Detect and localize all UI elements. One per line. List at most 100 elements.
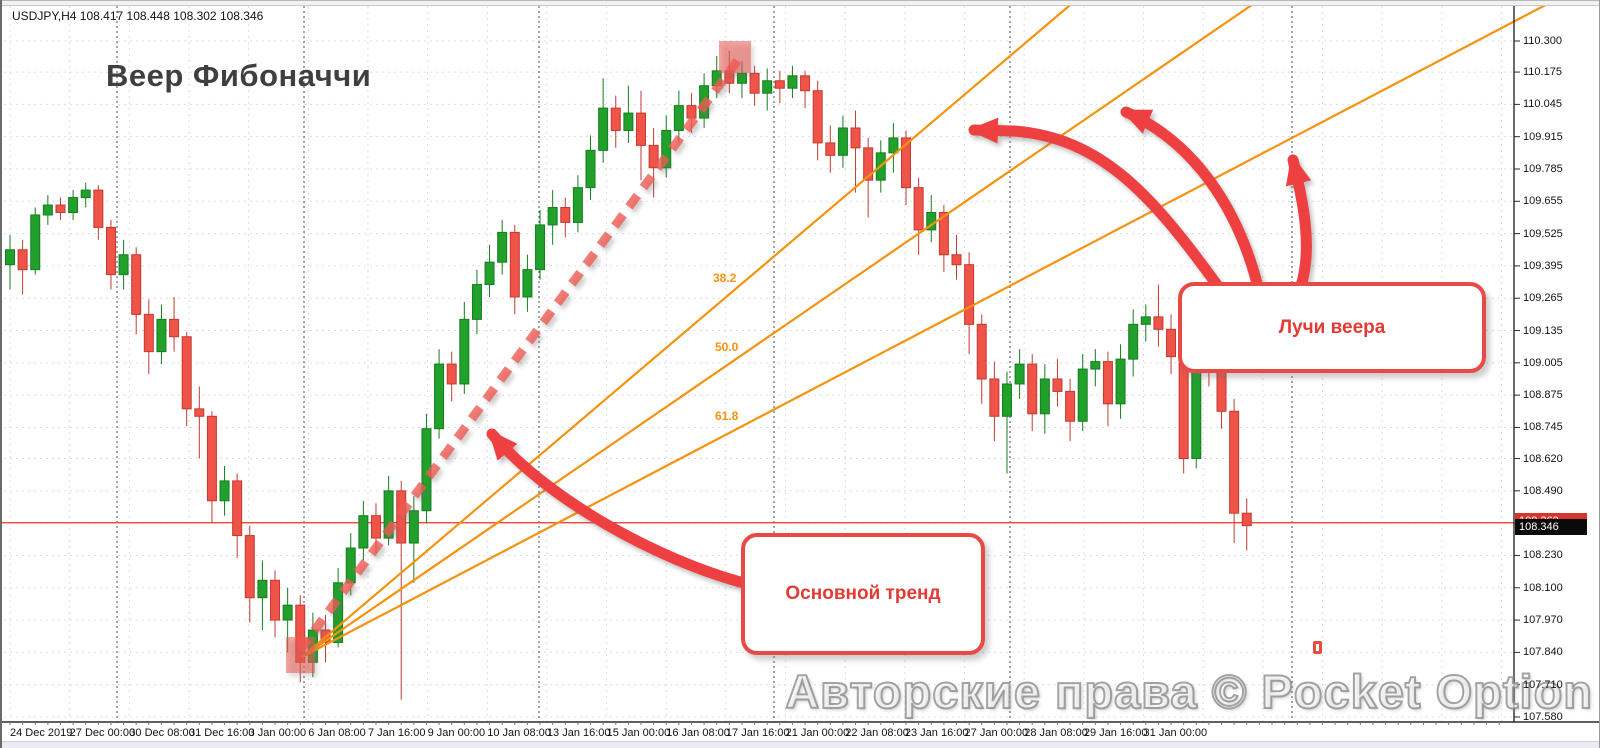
candle-body bbox=[711, 70, 722, 87]
price-axis-label: 108.230 bbox=[1523, 549, 1563, 562]
candle-body bbox=[1052, 378, 1063, 392]
candle-body bbox=[17, 249, 28, 271]
candle-body bbox=[131, 254, 142, 315]
main-trend-dashed-line[interactable] bbox=[296, 57, 742, 653]
time-axis-label: 31 Dec 16:00 bbox=[188, 727, 255, 739]
candle-body bbox=[951, 254, 962, 266]
candle-body bbox=[55, 204, 66, 213]
small-red-marker-icon bbox=[1313, 641, 1322, 654]
price-axis-label: 109.525 bbox=[1523, 227, 1563, 240]
candle-body bbox=[497, 231, 508, 263]
price-axis-label: 109.655 bbox=[1523, 195, 1563, 208]
candle-body bbox=[825, 142, 836, 156]
candle-body bbox=[572, 187, 583, 223]
candle-body bbox=[383, 490, 394, 539]
candle-body bbox=[522, 269, 533, 298]
trend-anchor-square-top[interactable] bbox=[719, 41, 751, 73]
candle-body bbox=[863, 147, 874, 181]
candle-body bbox=[270, 579, 281, 621]
time-axis-label: 21 Jan 00:00 bbox=[785, 727, 850, 739]
time-axis-label: 27 Dec 00:00 bbox=[69, 727, 136, 739]
candle-body bbox=[623, 112, 634, 131]
candle-body bbox=[194, 408, 205, 417]
candle-body bbox=[661, 129, 672, 169]
candle-body bbox=[1229, 410, 1240, 514]
time-axis-label: 7 Jan 16:00 bbox=[367, 727, 426, 739]
candle-body bbox=[421, 428, 432, 512]
candle-body bbox=[307, 629, 318, 663]
window-bottom-edge bbox=[2, 741, 1599, 748]
candle-body bbox=[206, 415, 217, 502]
main-trend-callout-label: Основной тренд bbox=[785, 583, 941, 604]
candle-body bbox=[1065, 390, 1076, 422]
candle-body bbox=[408, 510, 419, 544]
candle-body bbox=[913, 187, 924, 231]
price-axis-label: 107.580 bbox=[1523, 711, 1563, 723]
time-axis-label: 10 Jan 08:00 bbox=[487, 727, 551, 739]
candle-body bbox=[964, 264, 975, 325]
candle-body bbox=[850, 127, 861, 149]
candle-body bbox=[1216, 371, 1227, 412]
candle-body bbox=[156, 318, 167, 353]
candle-body bbox=[989, 378, 1000, 417]
candle-body bbox=[484, 261, 495, 286]
candle-body bbox=[787, 75, 798, 89]
candle-body bbox=[1178, 356, 1189, 460]
candle-body bbox=[812, 90, 823, 144]
price-axis-label: 109.265 bbox=[1523, 292, 1563, 305]
price-axis-label: 109.135 bbox=[1523, 324, 1563, 337]
candle-body bbox=[535, 224, 546, 271]
main-trend-callout[interactable]: Основной тренд bbox=[741, 533, 985, 655]
candle-body bbox=[358, 515, 369, 549]
candle-body bbox=[320, 629, 331, 643]
time-axis-label: 15 Jan 00:00 bbox=[606, 727, 671, 739]
candle-body bbox=[93, 189, 104, 228]
time-axis-label: 3 Jan 00:00 bbox=[248, 727, 307, 739]
candle-body bbox=[143, 313, 154, 353]
time-axis-label: 23 Jan 16:00 bbox=[904, 727, 969, 739]
candle-body bbox=[724, 70, 735, 84]
candle-body bbox=[875, 152, 886, 181]
candle-body bbox=[1115, 358, 1126, 405]
candle-body bbox=[1153, 316, 1164, 330]
candle-body bbox=[282, 604, 293, 621]
candle-body bbox=[1140, 316, 1151, 325]
candle-body bbox=[1191, 363, 1202, 460]
time-axis-label: 13 Jan 16:00 bbox=[546, 727, 611, 739]
candle-body bbox=[547, 207, 558, 226]
price-axis-label: 109.395 bbox=[1523, 259, 1563, 272]
price-axis-label: 107.970 bbox=[1523, 614, 1563, 627]
candle-body bbox=[888, 137, 899, 154]
price-axis-label: 107.840 bbox=[1523, 646, 1563, 659]
time-axis-label: 31 Jan 00:00 bbox=[1143, 727, 1208, 739]
candle-body bbox=[42, 204, 53, 216]
time-axis-label: 27 Jan 00:00 bbox=[964, 727, 1029, 739]
price-axis-label: 108.490 bbox=[1523, 484, 1563, 497]
symbol-ohlc-readout: USDJPY,H4 108.417 108.448 108.302 108.34… bbox=[12, 9, 264, 23]
arrow-to-fan-ray-50 bbox=[1120, 106, 1264, 293]
price-axis-label: 107.710 bbox=[1523, 678, 1563, 691]
candle-body bbox=[938, 211, 949, 256]
candle-body bbox=[5, 249, 15, 266]
fan-rays-callout-label: Лучи веера bbox=[1278, 316, 1386, 338]
candle-body bbox=[610, 107, 621, 131]
trend-anchor-square-bottom[interactable] bbox=[286, 637, 315, 673]
candle-body bbox=[736, 72, 747, 84]
time-axis-label: 29 Jan 16:00 bbox=[1083, 727, 1148, 739]
price-axis-label: 109.785 bbox=[1523, 162, 1563, 175]
candle-body bbox=[1166, 328, 1177, 358]
candle-body bbox=[1077, 368, 1088, 422]
candle-body bbox=[446, 363, 457, 385]
candle-body bbox=[434, 363, 445, 430]
candle-body bbox=[232, 480, 243, 537]
candle-body bbox=[1039, 378, 1050, 415]
candle-body bbox=[30, 214, 41, 271]
fan-rays-callout[interactable]: Лучи веера bbox=[1178, 282, 1486, 373]
candle-body bbox=[80, 189, 91, 199]
candle-body bbox=[1027, 363, 1038, 415]
window-top-edge bbox=[2, 0, 1599, 6]
candle-body bbox=[295, 604, 306, 663]
candle-body bbox=[257, 579, 268, 599]
price-axis-label: 108.100 bbox=[1523, 581, 1563, 594]
